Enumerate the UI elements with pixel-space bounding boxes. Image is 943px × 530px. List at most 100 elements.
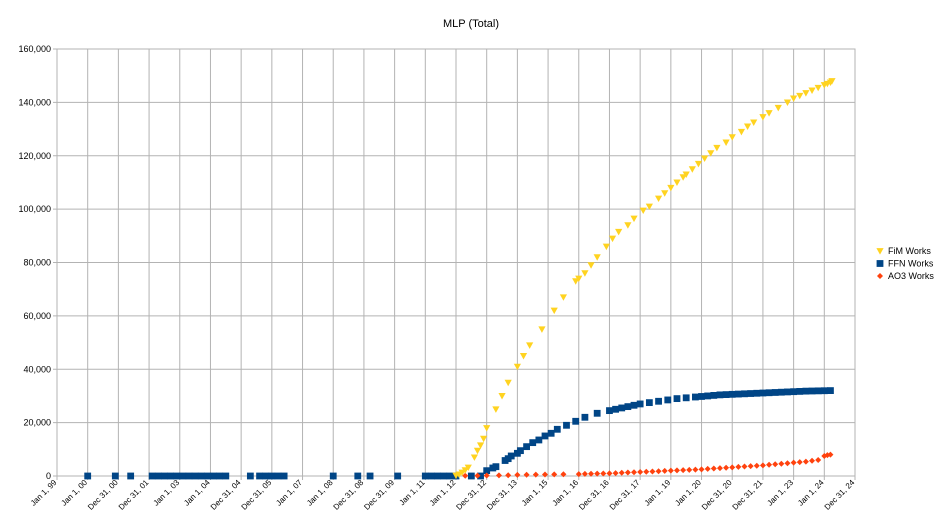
data-point bbox=[710, 465, 717, 472]
data-point bbox=[594, 470, 601, 477]
legend-label: FiM Works bbox=[888, 246, 931, 256]
data-point bbox=[631, 469, 638, 476]
chart-title: MLP (Total) bbox=[443, 18, 499, 30]
y-tick-label: 120,000 bbox=[18, 151, 51, 161]
data-point bbox=[783, 99, 792, 106]
data-point bbox=[517, 447, 524, 455]
data-point bbox=[688, 166, 696, 173]
data-point bbox=[802, 458, 809, 465]
data-point bbox=[428, 472, 435, 480]
data-point bbox=[618, 404, 626, 412]
data-point bbox=[686, 466, 693, 473]
data-point bbox=[523, 443, 530, 451]
data-point bbox=[655, 397, 662, 405]
data-point bbox=[790, 459, 797, 466]
data-point bbox=[753, 389, 761, 397]
data-point bbox=[747, 463, 754, 470]
data-point bbox=[551, 471, 558, 478]
data-point bbox=[505, 472, 512, 479]
series-markers bbox=[84, 78, 836, 480]
data-point bbox=[741, 390, 748, 398]
data-point bbox=[643, 468, 650, 475]
data-point bbox=[639, 207, 647, 215]
data-point bbox=[680, 467, 687, 474]
data-point bbox=[713, 144, 721, 152]
data-point bbox=[504, 379, 512, 387]
data-point bbox=[636, 400, 644, 408]
y-tick-label: 60,000 bbox=[23, 311, 51, 321]
legend-label: FFN Works bbox=[888, 259, 934, 269]
data-point bbox=[728, 390, 736, 398]
data-point bbox=[828, 78, 836, 85]
data-point bbox=[814, 387, 822, 395]
y-tick-labels: 0 20,000 40,000 60,000 80,000 100,000 120,000 1… bbox=[18, 44, 51, 481]
data-point bbox=[716, 391, 724, 399]
data-point bbox=[722, 391, 730, 399]
data-point bbox=[673, 179, 681, 187]
data-point bbox=[673, 395, 681, 403]
data-point bbox=[148, 472, 156, 480]
data-point bbox=[483, 472, 490, 479]
data-point bbox=[784, 460, 791, 467]
data-point bbox=[704, 392, 712, 400]
data-point bbox=[630, 401, 638, 409]
data-point bbox=[480, 435, 488, 443]
data-point bbox=[593, 409, 601, 417]
data-point bbox=[560, 471, 567, 478]
data-point bbox=[808, 387, 816, 395]
data-point bbox=[366, 472, 374, 480]
data-point bbox=[802, 387, 810, 395]
data-point bbox=[796, 388, 804, 395]
data-point bbox=[615, 228, 623, 236]
data-point bbox=[572, 417, 580, 425]
data-point bbox=[421, 472, 429, 480]
data-point bbox=[483, 425, 491, 432]
data-point bbox=[771, 389, 779, 396]
y-tick-label: 80,000 bbox=[23, 258, 51, 268]
data-point bbox=[523, 471, 530, 478]
data-point bbox=[600, 470, 607, 477]
data-point bbox=[464, 464, 472, 472]
data-point bbox=[661, 467, 668, 474]
data-point bbox=[667, 467, 674, 474]
data-point bbox=[514, 471, 521, 478]
data-point bbox=[661, 190, 669, 197]
data-point bbox=[513, 363, 521, 371]
data-point bbox=[434, 472, 441, 480]
y-tick-label: 140,000 bbox=[18, 97, 51, 107]
data-point bbox=[222, 472, 230, 480]
data-point bbox=[624, 403, 632, 411]
data-point bbox=[654, 195, 663, 203]
data-point bbox=[476, 442, 485, 449]
data-point bbox=[547, 429, 555, 437]
data-point bbox=[753, 462, 760, 469]
data-point bbox=[649, 468, 656, 475]
data-point bbox=[268, 472, 276, 480]
data-point bbox=[747, 390, 755, 397]
data-point bbox=[280, 472, 288, 480]
data-point bbox=[354, 472, 362, 480]
series-fim-works bbox=[452, 78, 836, 480]
data-point bbox=[185, 472, 193, 480]
data-point bbox=[550, 307, 558, 315]
data-point bbox=[774, 104, 782, 112]
data-point bbox=[808, 87, 816, 94]
data-point bbox=[462, 472, 469, 479]
data-point bbox=[815, 456, 822, 463]
data-point bbox=[179, 472, 187, 480]
data-point bbox=[127, 472, 135, 480]
data-point bbox=[664, 396, 672, 404]
data-point bbox=[575, 275, 583, 283]
data-point bbox=[637, 468, 644, 475]
y-tick-label: 20,000 bbox=[23, 418, 51, 428]
data-point bbox=[790, 95, 798, 102]
data-point bbox=[246, 472, 254, 480]
data-point bbox=[161, 472, 168, 480]
data-point bbox=[575, 471, 582, 478]
data-point bbox=[729, 464, 736, 471]
data-point bbox=[722, 139, 730, 147]
data-point bbox=[519, 353, 528, 360]
data-point bbox=[667, 184, 675, 192]
y-tick-label: 40,000 bbox=[23, 364, 51, 374]
data-point bbox=[679, 174, 687, 181]
